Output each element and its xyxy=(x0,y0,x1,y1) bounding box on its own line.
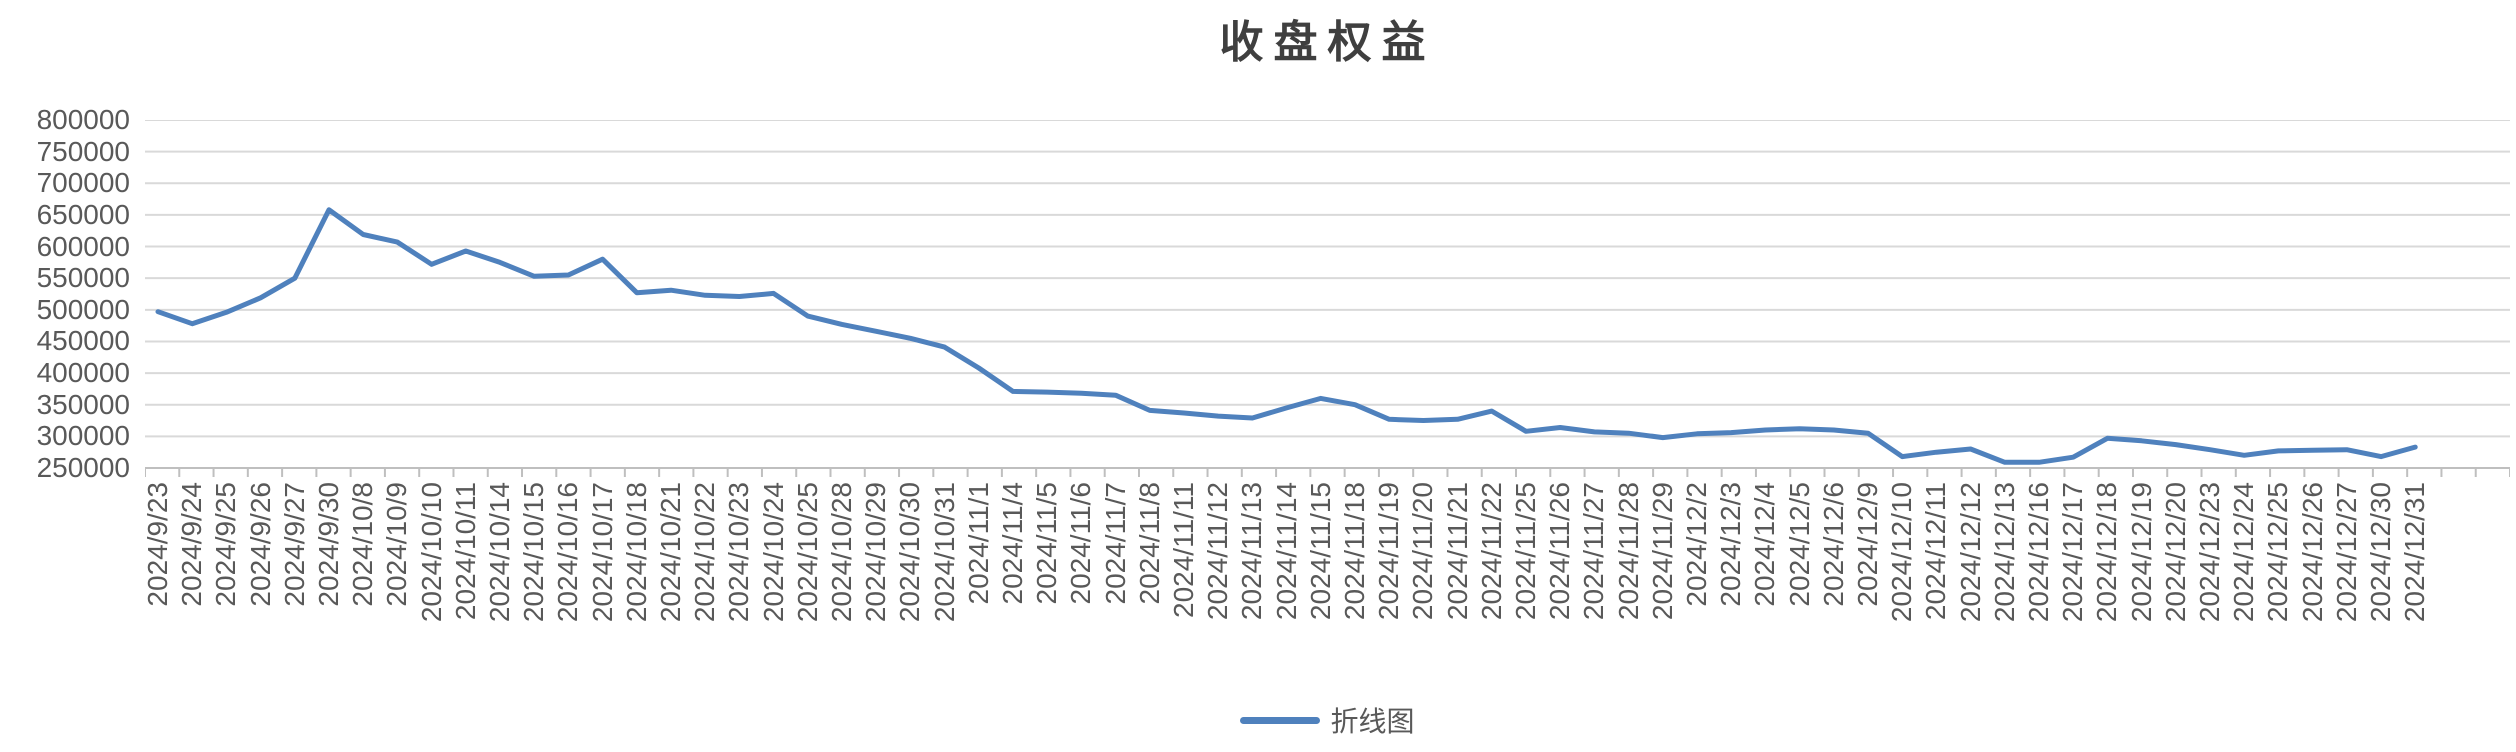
x-axis-tick-label: 2024/10/10 xyxy=(415,482,447,623)
legend-series-label: 折线图 xyxy=(1330,706,1415,737)
x-axis-tick-label: 2024/12/12 xyxy=(1954,482,1986,623)
y-axis-tick-label: 800000 xyxy=(36,104,130,135)
y-axis-tick-label: 300000 xyxy=(36,420,130,452)
x-axis-tick-label: 2024/11/7 xyxy=(1099,482,1131,605)
x-axis-tick-label: 2024/12/26 xyxy=(2296,482,2328,623)
x-axis-tick-label: 2024/12/9 xyxy=(1852,482,1883,607)
x-axis-tick-label: 2024/11/28 xyxy=(1612,482,1644,621)
x-axis-tick-label: 2024/12/11 xyxy=(1920,482,1952,621)
x-axis-tick-label: 2024/10/29 xyxy=(860,482,892,623)
x-axis-tick-label: 2024/10/30 xyxy=(894,482,926,623)
x-axis-tick-label: 2024/12/2 xyxy=(1681,482,1712,607)
x-axis-tick-label: 2024/12/19 xyxy=(2125,482,2157,623)
x-axis-tick-label: 2024/11/4 xyxy=(997,482,1028,605)
x-axis-tick-label: 2024/12/3 xyxy=(1715,482,1747,607)
x-axis-tick-label: 2024/12/20 xyxy=(2159,482,2191,623)
x-axis-tick-label: 2024/11/21 xyxy=(1441,482,1473,621)
x-axis-tick-label: 2024/11/29 xyxy=(1646,482,1678,621)
x-axis-tick-label: 2024/10/8 xyxy=(347,482,379,607)
y-axis-tick-label: 250000 xyxy=(36,452,130,483)
x-axis-tick-label: 2024/10/28 xyxy=(826,482,857,623)
x-axis-tick-label: 2024/12/10 xyxy=(1886,482,1918,623)
x-axis-tick-label: 2024/11/14 xyxy=(1270,482,1302,621)
y-axis-tick-label: 400000 xyxy=(36,357,130,389)
x-axis-tick-label: 2024/10/25 xyxy=(791,482,823,623)
x-axis-tick-label: 2024/12/23 xyxy=(2194,482,2225,623)
x-axis-tick-label: 2024/11/20 xyxy=(1407,482,1439,621)
x-axis-tick-label: 2024/12/27 xyxy=(2330,482,2362,623)
x-axis-tick-label: 2024/11/12 xyxy=(1202,482,1234,621)
x-axis-tick-label: 2024/10/22 xyxy=(689,482,721,623)
x-axis-tick-label: 2024/11/6 xyxy=(1065,482,1097,605)
x-axis-tick-label: 2024/10/24 xyxy=(757,482,789,623)
y-axis-tick-label: 500000 xyxy=(36,293,130,325)
x-axis-tick-label: 2024/11/1 xyxy=(962,482,994,605)
y-axis-tick-label: 700000 xyxy=(36,167,130,199)
x-axis-tick-label: 2024/11/15 xyxy=(1304,482,1336,621)
x-axis-tick-label: 2024/12/16 xyxy=(2023,482,2054,623)
y-axis-tick-label: 550000 xyxy=(36,262,130,294)
series-line xyxy=(155,207,2418,465)
x-axis-tick-label: 2024/10/17 xyxy=(586,482,618,623)
x-axis-tick-label: 2024/9/24 xyxy=(176,482,208,607)
y-axis-tick-label: 450000 xyxy=(36,325,130,357)
x-axis-tick-label: 2024/11/11 xyxy=(1168,482,1199,618)
x-axis-tick-label: 2024/12/31 xyxy=(2399,482,2431,623)
x-axis-tick-label: 2024/12/17 xyxy=(2057,482,2089,623)
x-axis-tick-label: 2024/10/15 xyxy=(518,482,550,623)
x-axis-tick-label: 2024/10/16 xyxy=(552,482,584,623)
x-axis-tick-label: 2024/12/24 xyxy=(2228,482,2260,623)
x-axis-tick-label: 2024/10/9 xyxy=(381,482,413,607)
plot-svg xyxy=(145,120,2510,477)
x-axis-tick-label: 2024/11/22 xyxy=(1475,482,1507,621)
legend: 折线图 xyxy=(145,702,2510,738)
x-axis-tick-label: 2024/10/21 xyxy=(655,482,686,623)
x-axis-tick-label: 2024/12/13 xyxy=(1988,482,2020,623)
x-axis-tick-label: 2024/11/13 xyxy=(1236,482,1268,621)
x-axis-tick-label: 2024/12/25 xyxy=(2262,482,2294,623)
x-axis-tick-label: 2024/12/6 xyxy=(1817,482,1849,607)
x-axis-tick-label: 2024/12/4 xyxy=(1749,482,1781,607)
x-axis-tick-label: 2024/10/11 xyxy=(449,482,481,621)
y-axis-tick-label: 750000 xyxy=(36,135,130,167)
y-axis-tick-label: 600000 xyxy=(36,230,130,262)
x-axis-tick-label: 2024/12/30 xyxy=(2365,482,2396,623)
x-axis-tick-label: 2024/9/23 xyxy=(142,482,173,607)
x-axis-tick-label: 2024/12/18 xyxy=(2091,482,2123,623)
x-axis-tick-label: 2024/9/30 xyxy=(313,482,344,607)
x-axis-tick-label: 2024/11/5 xyxy=(1031,482,1063,605)
x-axis-tick-label: 2024/9/27 xyxy=(278,482,310,607)
x-axis-tick-label: 2024/11/26 xyxy=(1544,482,1576,621)
y-axis-tick-label: 350000 xyxy=(36,388,130,420)
chart-title: 收盘权益 xyxy=(1219,18,1436,67)
x-axis-tick-label: 2024/11/25 xyxy=(1510,482,1541,621)
x-axis-tick-label: 2024/12/5 xyxy=(1783,482,1815,607)
x-axis-tick-label: 2024/11/18 xyxy=(1339,482,1370,621)
x-axis-tick-label: 2024/9/26 xyxy=(244,482,276,607)
legend-line-swatch-icon xyxy=(1240,716,1321,724)
x-axis-tick-label: 2024/10/18 xyxy=(620,482,652,623)
x-axis-tick-label: 2024/9/25 xyxy=(210,482,242,607)
x-axis-tick-label: 2024/11/8 xyxy=(1133,482,1165,605)
y-axis-tick-label: 650000 xyxy=(36,198,130,230)
x-axis-tick-label: 2024/10/14 xyxy=(484,482,515,623)
x-axis-tick-label: 2024/11/19 xyxy=(1373,482,1405,621)
x-axis-tick-label: 2024/10/23 xyxy=(723,482,755,623)
x-axis-tick-label: 2024/11/27 xyxy=(1578,482,1610,621)
x-axis-tick-label: 2024/10/31 xyxy=(928,482,960,623)
